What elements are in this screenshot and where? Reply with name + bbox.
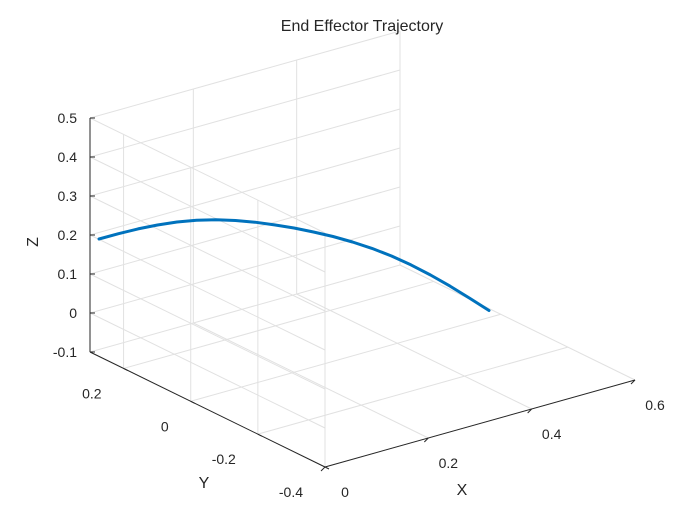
y-axis-line	[89, 351, 326, 468]
trajectory-line	[97, 218, 491, 312]
y-tick-mark	[324, 466, 330, 470]
y-tick-label: 0.2	[82, 385, 102, 401]
z-tick-label: 0.1	[58, 266, 78, 282]
axis-lines	[89, 117, 636, 472]
z-tick-label: 0.5	[58, 110, 78, 126]
x-tick-label: 0.4	[542, 426, 562, 442]
grid-line-side-z	[89, 312, 326, 429]
grid-line-back-z	[89, 108, 401, 197]
y-tick-label: -0.2	[212, 451, 236, 467]
x-tick-label: 0.2	[439, 455, 459, 471]
grid-line-floor-x	[296, 293, 532, 410]
y-tick-label: 0	[161, 418, 169, 434]
y-tick-mark	[257, 433, 263, 437]
grid-line-back-z	[89, 30, 401, 119]
z-tick-label: 0	[69, 305, 77, 321]
z-tick-label: 0.4	[58, 149, 78, 165]
grid-line-side-z	[89, 195, 326, 312]
x-axis-label: X	[457, 482, 468, 499]
z-tick-label: 0.2	[58, 227, 78, 243]
grid-line-floor-y	[257, 346, 568, 435]
grid-line-back-z	[89, 69, 401, 158]
y-tick-mark	[123, 367, 128, 371]
grid-line-floor-x	[399, 264, 636, 381]
x-tick-mark	[527, 408, 533, 414]
x-axis-line	[324, 379, 636, 468]
z-tick-label: 0.3	[58, 188, 78, 204]
z-tick-label: -0.1	[53, 344, 77, 360]
grid-line-back-z	[89, 264, 401, 353]
tick-labels: 0 0.2 0.4 0.6 -0.4 -0.2 0 0.2 -0.1 0 0.1 0.2 0.3 0.4 0…	[53, 110, 665, 500]
y-tick-label: -0.4	[279, 484, 303, 500]
grid-line-floor-y	[123, 280, 434, 369]
chart-title: End Effector Trajectory	[281, 18, 443, 35]
trajectory-series	[97, 218, 491, 312]
grid-line-side-z	[89, 234, 326, 351]
grid-line-floor-x	[193, 322, 429, 439]
y-tick-mark	[190, 400, 195, 404]
x-tick-mark	[630, 379, 636, 385]
z-axis-label: Z	[25, 237, 42, 247]
grid-line-back-z	[89, 147, 401, 236]
grid-line-side-z	[89, 156, 326, 273]
x-tick-mark	[423, 437, 429, 443]
grid-line-side-z	[89, 273, 326, 390]
grid-line-floor-y	[190, 313, 501, 402]
grid-line-back-z	[89, 186, 401, 275]
y-axis-label: Y	[199, 475, 210, 492]
x-tick-label: 0.6	[645, 397, 665, 413]
grid-line-side-z	[89, 117, 326, 234]
x-tick-mark	[320, 466, 326, 472]
x-tick-label: 0	[341, 484, 349, 500]
